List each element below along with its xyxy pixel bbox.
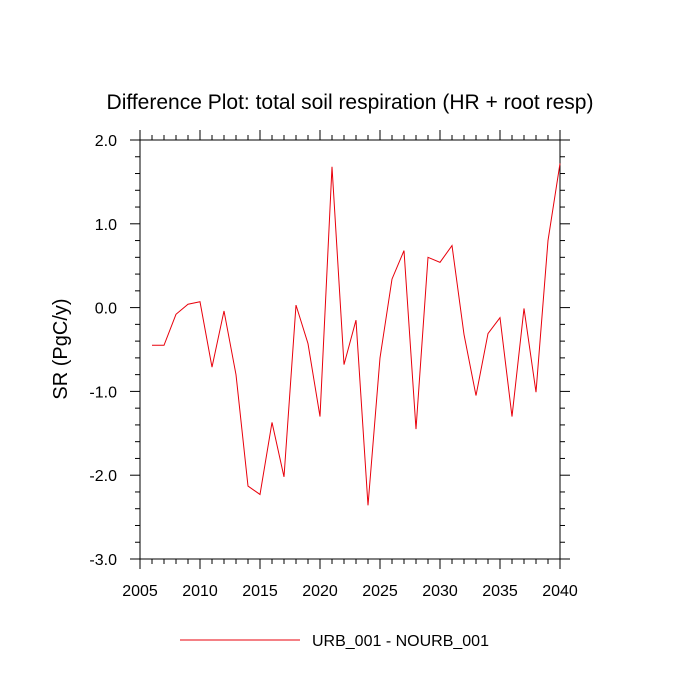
y-axis-label: SR (PgC/y) [50,298,72,399]
x-tick-label: 2020 [302,583,338,600]
axis-ticks [130,130,570,569]
chart-title: Difference Plot: total soil respiration … [107,91,594,114]
axis-tick-labels: 2005 2010 2015 2020 2025 2030 2035 2040 -3.0 -2.0… [89,133,577,600]
x-tick-label: 2005 [122,583,158,600]
y-tick-label: 2.0 [95,133,117,150]
y-tick-label: -1.0 [89,384,117,401]
y-tick-label: -3.0 [89,552,117,569]
plot-frame [139,139,561,560]
x-tick-label: 2025 [362,583,398,600]
x-tick-label: 2040 [542,583,578,600]
x-tick-label: 2015 [242,583,278,600]
series-layer [152,163,561,506]
legend-label: URB_001 - NOURB_001 [312,633,489,650]
x-tick-label: 2010 [182,583,218,600]
y-tick-label: 0.0 [95,301,117,318]
y-tick-label: -2.0 [89,468,117,485]
x-tick-label: 2030 [422,583,458,600]
legend: URB_001 - NOURB_001 [180,633,489,650]
x-tick-label: 2035 [482,583,518,600]
series-line [152,163,561,506]
y-tick-label: 1.0 [95,217,117,234]
